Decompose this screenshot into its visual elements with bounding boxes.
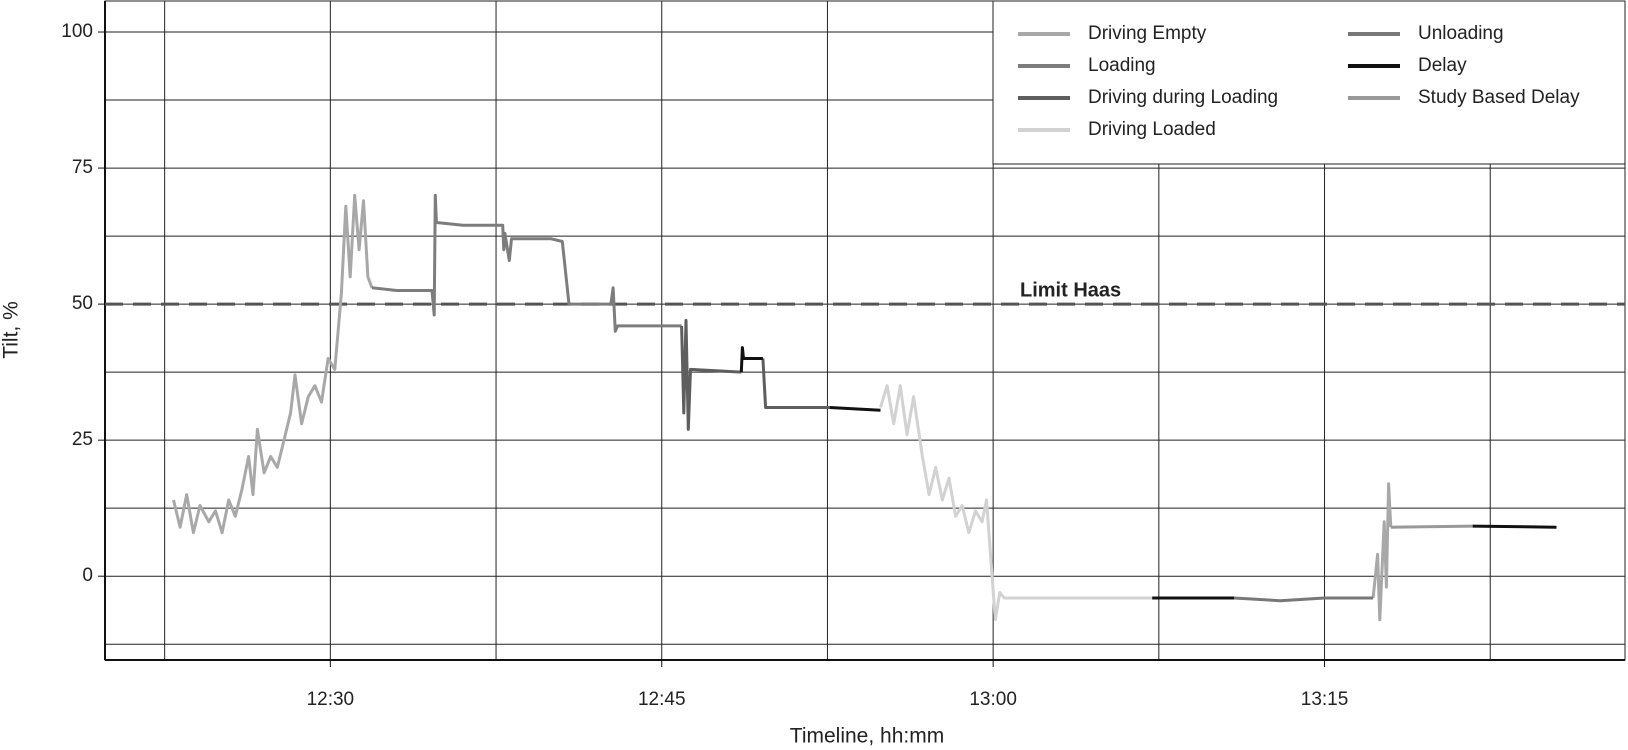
series-line [1390, 524, 1473, 529]
y-axis-label: Tilt, % [0, 301, 23, 359]
legend-label: Unloading [1418, 23, 1504, 44]
y-tick-label: 75 [72, 157, 93, 178]
legend-label: Driving Loaded [1088, 119, 1216, 140]
legend-label: Study Based Delay [1418, 87, 1580, 108]
x-axis-label: Timeline, hh:mm [790, 725, 944, 748]
x-tick-label: 12:45 [638, 689, 686, 710]
legend: Driving Empty Loading Driving during Loadi… [992, 0, 1626, 165]
legend-label: Driving during Loading [1088, 87, 1278, 108]
y-tick-label: 100 [61, 21, 93, 42]
series-line [680, 318, 830, 431]
y-tick-label: 25 [72, 429, 93, 450]
series-line [879, 384, 1153, 622]
y-tick-label: 50 [72, 293, 93, 314]
series-line [371, 193, 682, 333]
x-tick-label: 13:15 [1301, 689, 1349, 710]
x-tick-label: 12:30 [307, 689, 355, 710]
legend-label: Delay [1418, 55, 1467, 76]
series-line [172, 193, 1393, 622]
y-tick-label: 0 [82, 565, 93, 586]
limit-label: Limit Haas [1020, 279, 1121, 301]
series-line [1233, 596, 1374, 603]
legend-label: Driving Empty [1088, 23, 1207, 44]
x-tick-label: 13:00 [969, 689, 1017, 710]
series-line [739, 346, 1557, 600]
legend-box [992, 0, 1626, 165]
legend-label: Loading [1088, 55, 1156, 76]
